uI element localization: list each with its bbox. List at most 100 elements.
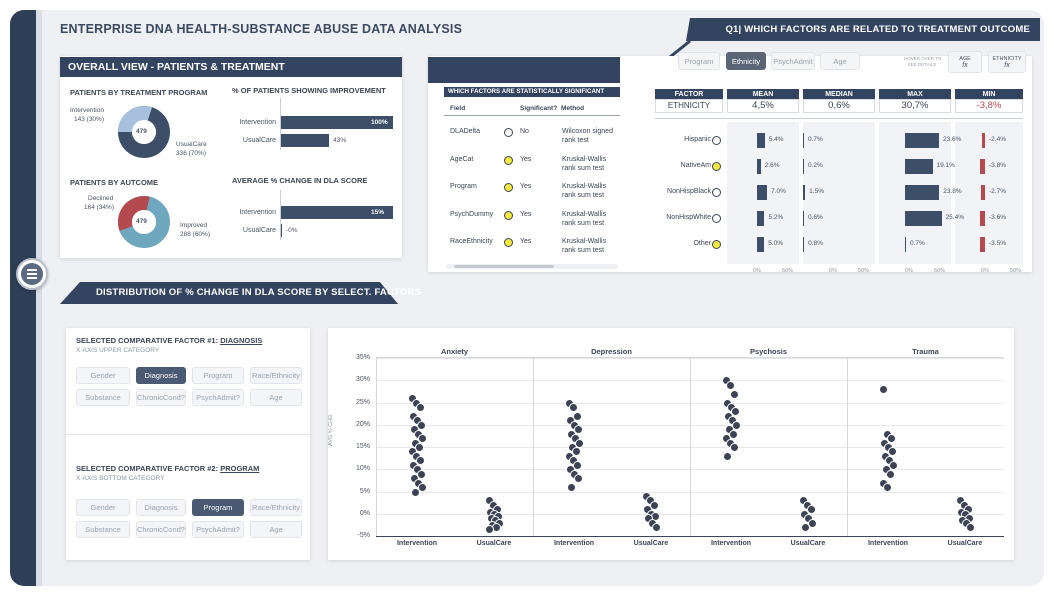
scatter-point[interactable]: [807, 505, 816, 515]
chip-age[interactable]: Age: [250, 389, 302, 406]
f2-sub: X-AXIS BOTTOM CATEGORY: [76, 475, 165, 482]
scatter-point[interactable]: [801, 523, 810, 533]
chip-diagnosis[interactable]: Diagnosis: [136, 367, 186, 384]
chip-psychadmit[interactable]: PsychAdmit?: [192, 389, 244, 406]
factor-label-median: 1.5%: [809, 188, 824, 195]
factor-indicator-icon[interactable]: [712, 214, 721, 223]
dla-row-label: Intervention: [239, 209, 276, 216]
sig-scrollbar[interactable]: [446, 264, 618, 269]
factor-bar-median[interactable]: [803, 237, 805, 252]
factor-bar-median[interactable]: [803, 159, 804, 174]
outcome-a-value: 164 (34%): [84, 204, 114, 211]
factor-indicator-icon[interactable]: [712, 162, 721, 171]
scatter-point[interactable]: [416, 456, 425, 466]
improve-row-bar[interactable]: [281, 134, 330, 147]
scatter-point[interactable]: [574, 425, 583, 435]
scatter-point[interactable]: [575, 438, 584, 448]
scatter-point[interactable]: [485, 525, 494, 535]
dla-row-bar[interactable]: [281, 224, 282, 237]
scatter-point[interactable]: [726, 380, 735, 390]
ethnicity-filter[interactable]: ETHNICITY fx: [988, 51, 1026, 73]
chip-gender[interactable]: Gender: [76, 367, 130, 384]
factor-bar-mean[interactable]: [757, 159, 761, 174]
tab-ethnicity[interactable]: Ethnicity: [726, 52, 766, 70]
factor-label-min: -2.7%: [989, 188, 1006, 195]
scatter-point[interactable]: [567, 483, 576, 493]
factor-bar-max[interactable]: [905, 237, 906, 252]
scatter-point[interactable]: [730, 389, 739, 399]
factor-bar-min[interactable]: [980, 211, 985, 226]
scatter-point[interactable]: [723, 451, 732, 461]
scatter-point[interactable]: [652, 523, 661, 533]
factor-bar-min[interactable]: [979, 159, 985, 174]
menu-button[interactable]: [16, 258, 48, 290]
scatter-point[interactable]: [729, 429, 738, 439]
improve-row-bar[interactable]: [281, 116, 393, 129]
tab-psychadmit[interactable]: PsychAdmit: [771, 52, 815, 70]
dla-row-bar[interactable]: [281, 206, 393, 219]
sig-field: PsychDummy: [450, 210, 494, 218]
chip-chroniccond[interactable]: ChronicCond?: [136, 521, 186, 538]
scatter-point[interactable]: [883, 483, 892, 493]
scatter-point[interactable]: [966, 523, 975, 533]
factor-bar-mean[interactable]: [757, 133, 765, 148]
scatter-point[interactable]: [572, 447, 581, 457]
scatter-point[interactable]: [888, 447, 897, 457]
scatter-point[interactable]: [574, 474, 583, 484]
chip-program[interactable]: Program: [192, 367, 244, 384]
chip-program[interactable]: Program: [192, 499, 244, 516]
program-donut[interactable]: [117, 105, 171, 159]
scatter-point[interactable]: [416, 402, 425, 412]
factor-bar-median[interactable]: [803, 185, 806, 200]
factor-label-max: 23.6%: [942, 136, 962, 143]
scatter-point[interactable]: [886, 469, 895, 479]
sig-scroll-thumb[interactable]: [454, 265, 554, 268]
chip-substance[interactable]: Substance: [76, 521, 130, 538]
factor-bar-median[interactable]: [803, 133, 804, 148]
sig-col-field[interactable]: Field: [450, 105, 466, 112]
factor-bar-mean[interactable]: [757, 185, 768, 200]
scatter-point[interactable]: [418, 434, 427, 444]
sig-col-significant[interactable]: Significant?: [520, 105, 558, 112]
chip-gender[interactable]: Gender: [76, 499, 130, 516]
tab-program[interactable]: Program: [678, 52, 720, 70]
chip-diagnosis[interactable]: Diagnosis: [136, 499, 186, 516]
scatter-point[interactable]: [731, 407, 740, 417]
scatter-point[interactable]: [808, 518, 817, 528]
factor-indicator-icon[interactable]: [712, 188, 721, 197]
factor-bar-median[interactable]: [803, 211, 804, 226]
scatter-point[interactable]: [418, 483, 427, 493]
chip-raceethnicity[interactable]: Race/Ethnicity: [250, 499, 302, 516]
program-a-value: 143 (30%): [74, 116, 104, 123]
scatter-point[interactable]: [730, 443, 739, 452]
scatter-point[interactable]: [879, 385, 888, 395]
factor-bar-max[interactable]: [905, 211, 942, 226]
tab-age[interactable]: Age: [820, 52, 860, 70]
chip-age[interactable]: Age: [250, 521, 302, 538]
chip-psychadmit[interactable]: PsychAdmit?: [192, 521, 244, 538]
sig-method-2: rank sum test: [562, 247, 605, 254]
chip-chroniccond[interactable]: ChronicCond?: [136, 389, 186, 406]
factor-bar-max[interactable]: [905, 133, 939, 148]
factor-bar-max[interactable]: [905, 185, 940, 200]
factor-indicator-icon[interactable]: [712, 240, 721, 249]
factor-bar-min[interactable]: [981, 185, 985, 200]
factor-bar-mean[interactable]: [757, 211, 765, 226]
factor-category: NativeAm: [680, 162, 711, 169]
sig-col-method[interactable]: Method: [561, 105, 585, 112]
scatter-point[interactable]: [569, 402, 578, 412]
factor-bar-min[interactable]: [981, 133, 985, 148]
factor-bar-max[interactable]: [905, 159, 933, 174]
age-filter[interactable]: AGE fx: [948, 51, 982, 73]
factors-banner: [428, 57, 620, 83]
sig-title: WHICH FACTORS ARE STATISTICALLY SIGNIFIC…: [444, 87, 620, 97]
scatter-point[interactable]: [411, 487, 420, 497]
chip-substance[interactable]: Substance: [76, 389, 130, 406]
factor-bar-mean[interactable]: [757, 237, 765, 252]
factor-indicator-icon[interactable]: [712, 136, 721, 145]
scatter-point[interactable]: [887, 434, 896, 444]
factor-category: NonHispWhite: [666, 214, 711, 221]
chip-raceethnicity[interactable]: Race/Ethnicity: [250, 367, 302, 384]
factor-bar-min[interactable]: [980, 237, 985, 252]
outcome-donut[interactable]: [117, 195, 171, 249]
